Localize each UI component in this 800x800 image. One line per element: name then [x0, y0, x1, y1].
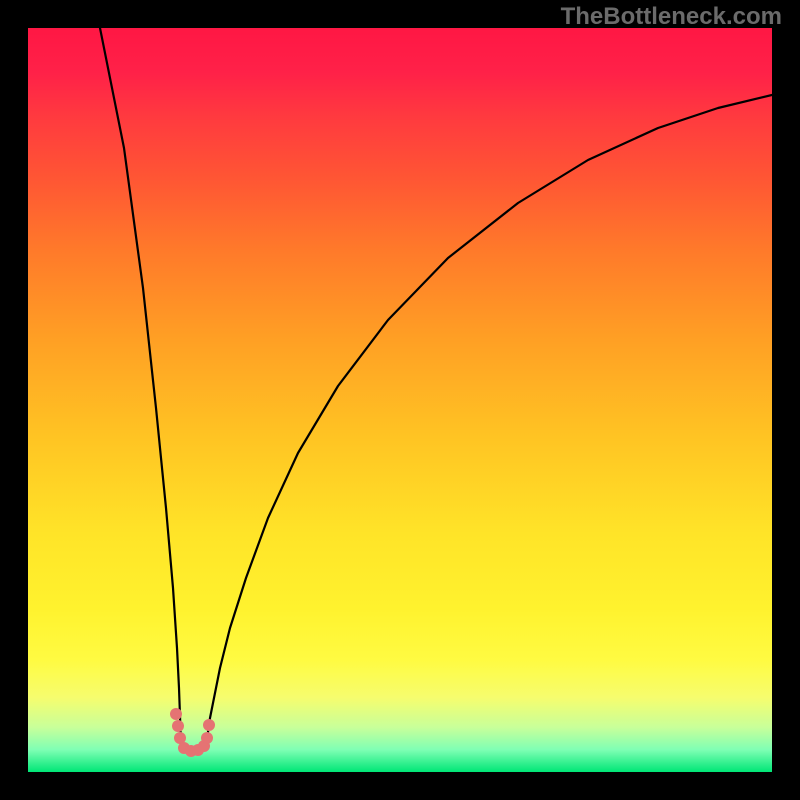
curve-overlay [28, 28, 772, 772]
curve-marker [170, 708, 182, 720]
plot-area [28, 28, 772, 772]
chart-container: TheBottleneck.com [0, 0, 800, 800]
curve-marker [203, 719, 215, 731]
watermark-text: TheBottleneck.com [561, 3, 782, 31]
curve-marker [201, 732, 213, 744]
curve-marker [172, 720, 184, 732]
bottleneck-curve [100, 28, 772, 751]
